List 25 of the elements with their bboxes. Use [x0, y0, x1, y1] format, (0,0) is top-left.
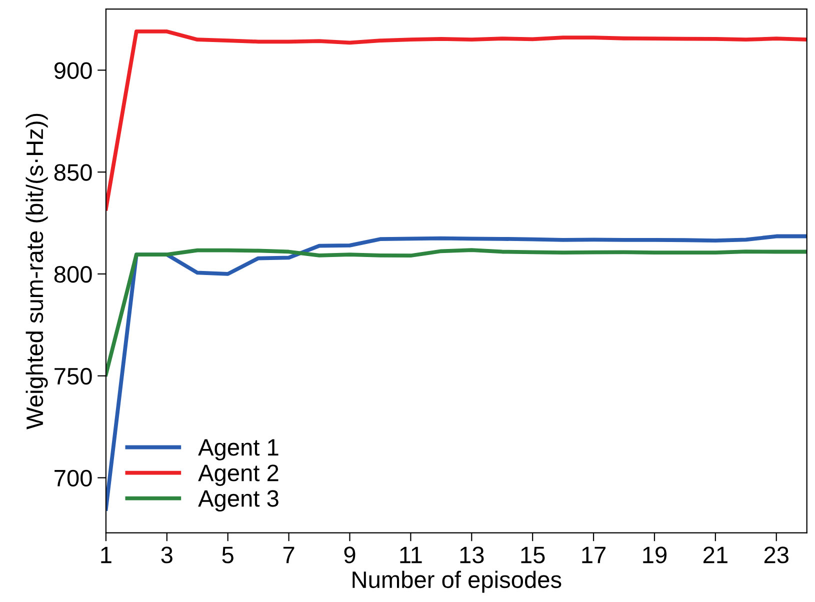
- x-tick-label: 7: [283, 546, 294, 564]
- x-tick-label: 13: [460, 546, 484, 564]
- y-tick-label: 900: [54, 62, 92, 79]
- y-tick-label: 850: [54, 164, 92, 181]
- y-tick-label: 750: [54, 368, 92, 385]
- legend-label: Agent 2: [198, 464, 278, 486]
- x-tick-label: 1: [101, 546, 112, 564]
- x-axis-title: Number of episodes: [352, 570, 562, 593]
- x-tick-label: 17: [582, 546, 606, 564]
- y-axis-title: Weighted sum-rate (bit/(s·Hz)): [26, 114, 48, 430]
- legend-label: Agent 1: [198, 439, 278, 460]
- x-tick-label: 15: [521, 546, 545, 564]
- x-tick-label: 9: [344, 546, 356, 564]
- x-tick-label: 19: [643, 546, 666, 564]
- x-tick-label: 5: [222, 546, 234, 564]
- x-tick-label: 23: [764, 546, 788, 564]
- y-tick-label: 800: [54, 266, 92, 283]
- x-tick-label: 21: [703, 546, 728, 564]
- line-series: [106, 248, 807, 376]
- line-series: [106, 30, 807, 211]
- legend-label: Agent 3: [198, 490, 278, 512]
- x-tick-label: 3: [161, 546, 172, 564]
- y-tick-label: 700: [54, 470, 92, 487]
- line-series: [106, 234, 807, 511]
- x-tick-label: 11: [400, 546, 422, 564]
